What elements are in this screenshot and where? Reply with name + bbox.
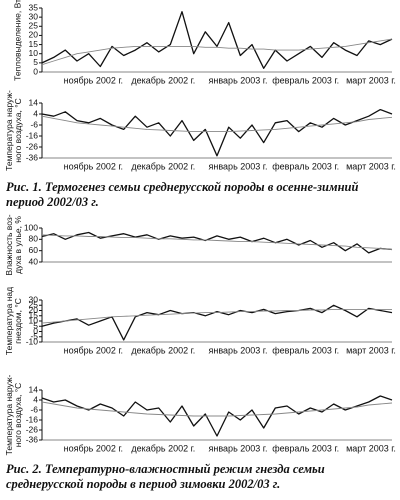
data-line <box>41 38 393 66</box>
data-line <box>41 304 393 341</box>
x-tick-label: январь 2003 г. <box>209 161 268 171</box>
y-tick-label: 20 <box>29 30 39 40</box>
x-tick-label: февраль 2003 г. <box>272 161 339 171</box>
y-tick-label: 4 <box>33 394 38 404</box>
y-tick-label: 14 <box>29 97 39 107</box>
y-tick-label: -5 <box>30 331 38 341</box>
x-tick-label: март 2003 г. <box>346 443 396 453</box>
x-tick-label: март 2003 г. <box>346 161 396 171</box>
y-tick-label: -26 <box>26 141 39 151</box>
y-tick-label: 10 <box>29 48 39 58</box>
caption: Рис. 1. Термогенез семьи среднерусской п… <box>6 180 359 209</box>
x-tick-label: март 2003 г. <box>346 75 396 85</box>
y-tick-label: -36 <box>26 152 39 162</box>
y-axis-label: Температура наруж- <box>4 90 14 171</box>
y-tick-label: -16 <box>26 414 39 424</box>
x-tick-label: декабрь 2002 г. <box>131 161 195 171</box>
x-tick-label: ноябрь 2002 г. <box>64 345 123 355</box>
y-tick-label: 5 <box>33 321 38 331</box>
y-tick-label: -36 <box>26 434 39 444</box>
y-tick-label: 25 <box>29 300 39 310</box>
y-axis-label: Температура наруж- <box>4 374 14 455</box>
y-tick-label: 10 <box>29 315 39 325</box>
y-tick-label: -6 <box>30 119 38 129</box>
x-tick-label: ноябрь 2002 г. <box>64 161 123 171</box>
y-tick-label: 25 <box>29 21 39 31</box>
x-tick-label: январь 2003 г. <box>209 443 268 453</box>
data-line <box>41 11 393 69</box>
x-tick-label: февраль 2003 г. <box>272 443 339 453</box>
data-line <box>41 234 393 250</box>
data-line <box>41 115 393 133</box>
data-line <box>41 401 393 417</box>
y-tick-label: 100 <box>24 222 38 232</box>
caption: Рис. 2. Температурно-влажностный режим г… <box>6 462 325 491</box>
x-tick-label: ноябрь 2002 г. <box>64 75 123 85</box>
data-line <box>41 308 392 324</box>
y-tick-label: 5 <box>33 57 38 67</box>
data-line <box>41 395 393 437</box>
y-tick-label: 30 <box>29 11 39 21</box>
data-line <box>41 231 393 254</box>
y-tick-label: 35 <box>29 2 39 12</box>
x-tick-label: ноябрь 2002 г. <box>64 443 123 453</box>
y-tick-label: 0 <box>33 326 38 336</box>
y-axis-label: Влажность воз- <box>4 214 14 275</box>
y-tick-label: -26 <box>26 424 39 434</box>
y-tick-label: 0 <box>33 66 38 76</box>
y-tick-label: -10 <box>26 336 39 346</box>
y-tick-label: 40 <box>29 256 39 266</box>
x-tick-label: февраль 2003 г. <box>272 75 339 85</box>
y-axis-label: духа в улье, % <box>13 216 23 274</box>
x-tick-label: декабрь 2002 г. <box>131 443 195 453</box>
y-tick-label: 60 <box>29 245 39 255</box>
x-tick-label: январь 2003 г. <box>209 345 268 355</box>
y-axis-label: ного воздуха, °С <box>13 98 23 163</box>
y-tick-label: 4 <box>33 108 38 118</box>
y-axis-label: ного воздуха, °С <box>13 383 23 448</box>
y-tick-label: 20 <box>29 305 39 315</box>
y-tick-label: 14 <box>29 384 39 394</box>
x-tick-label: январь 2003 г. <box>209 75 268 85</box>
x-tick-label: декабрь 2002 г. <box>131 345 195 355</box>
x-tick-label: февраль 2003 г. <box>272 345 339 355</box>
y-axis-label: Температура над <box>4 287 14 355</box>
x-tick-label: март 2003 г. <box>346 345 396 355</box>
y-tick-label: 80 <box>29 234 39 244</box>
y-axis-label: гнездом, °С <box>13 298 23 344</box>
y-axis-label: Тепловыделение, Вт <box>12 0 22 81</box>
y-tick-label: -16 <box>26 130 39 140</box>
data-line <box>41 108 393 157</box>
y-tick-label: -6 <box>30 404 38 414</box>
y-tick-label: 15 <box>29 39 39 49</box>
y-tick-label: 15 <box>29 310 39 320</box>
y-tick-label: 30 <box>29 294 39 304</box>
x-tick-label: декабрь 2002 г. <box>131 75 195 85</box>
